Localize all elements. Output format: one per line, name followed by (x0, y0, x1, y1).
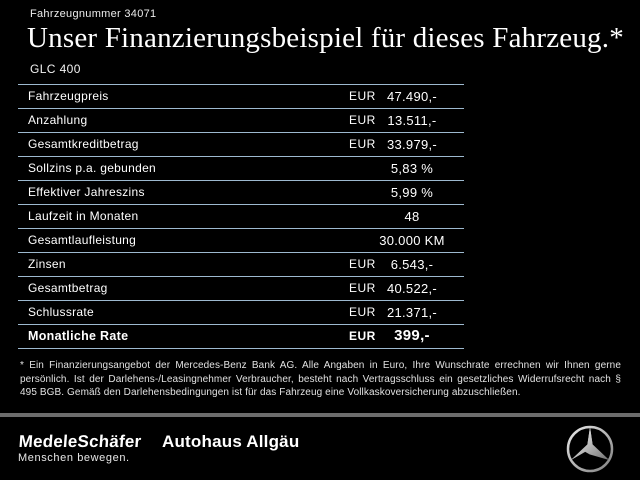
financing-table: Fahrzeugpreis EUR 47.490,- Anzahlung EUR 13.5… (18, 84, 464, 349)
row-value: 5,99 % (390, 185, 434, 200)
row-label: Gesamtlaufleistung (28, 233, 137, 247)
page-title: Unser Finanzierungsbeispiel für dieses F… (27, 22, 624, 54)
table-row: Gesamtkreditbetrag EUR 33.979,- (18, 133, 464, 157)
table-row: Gesamtlaufleistung 30.000 KM (18, 229, 464, 253)
mercedes-star-icon (566, 425, 614, 473)
row-currency: EUR (349, 89, 376, 103)
row-value: 13.511,- (387, 113, 437, 128)
row-value: 399,- (394, 327, 430, 344)
footer-divider (0, 413, 640, 417)
vehicle-number: Fahrzeugnummer 34071 (30, 8, 157, 20)
row-value: 5,83 % (390, 161, 434, 176)
row-label: Schlussrate (28, 305, 94, 319)
row-value: 21.371,- (386, 305, 438, 320)
row-label: Gesamtkreditbetrag (28, 137, 139, 151)
row-value: 47.490,- (386, 89, 438, 104)
row-label: Anzahlung (28, 113, 88, 127)
row-label: Monatliche Rate (28, 329, 129, 343)
row-label: Sollzins p.a. gebunden (28, 161, 157, 175)
row-currency: EUR (349, 281, 376, 295)
row-label: Zinsen (28, 257, 66, 271)
row-label: Gesamtbetrag (28, 281, 108, 295)
row-currency: EUR (349, 329, 376, 343)
row-value: 6.543,- (390, 257, 434, 272)
table-row: Monatliche Rate EUR 399,- (18, 325, 464, 349)
table-row: Anzahlung EUR 13.511,- (18, 109, 464, 133)
row-label: Fahrzeugpreis (28, 89, 109, 103)
row-label: Effektiver Jahreszins (28, 185, 145, 199)
row-currency: EUR (349, 305, 376, 319)
row-value: 48 (404, 209, 420, 224)
table-row: Sollzins p.a. gebunden 5,83 % (18, 157, 464, 181)
table-row: Fahrzeugpreis EUR 47.490,- (18, 85, 464, 109)
table-row: Zinsen EUR 6.543,- (18, 253, 464, 277)
dealer-tagline: Menschen bewegen. (18, 452, 130, 464)
table-row: Gesamtbetrag EUR 40.522,- (18, 277, 464, 301)
dealer-logo-medeleschaefer: MedeleSchäfer (18, 432, 143, 451)
vehicle-model: GLC 400 (30, 62, 81, 76)
table-row: Effektiver Jahreszins 5,99 % (18, 181, 464, 205)
row-currency: EUR (349, 257, 376, 271)
row-currency: EUR (349, 137, 376, 151)
row-value: 33.979,- (386, 137, 438, 152)
table-row: Laufzeit in Monaten 48 (18, 205, 464, 229)
legal-footnote: * Ein Finanzierungsangebot der Mercedes-… (20, 360, 621, 398)
row-currency: EUR (349, 113, 376, 127)
row-label: Laufzeit in Monaten (28, 209, 139, 223)
dealer-logo-autohaus-allgaeu: Autohaus Allgäu (162, 432, 300, 451)
table-row: Schlussrate EUR 21.371,- (18, 301, 464, 325)
row-value: 40.522,- (386, 281, 438, 296)
row-value: 30.000 KM (379, 233, 445, 248)
